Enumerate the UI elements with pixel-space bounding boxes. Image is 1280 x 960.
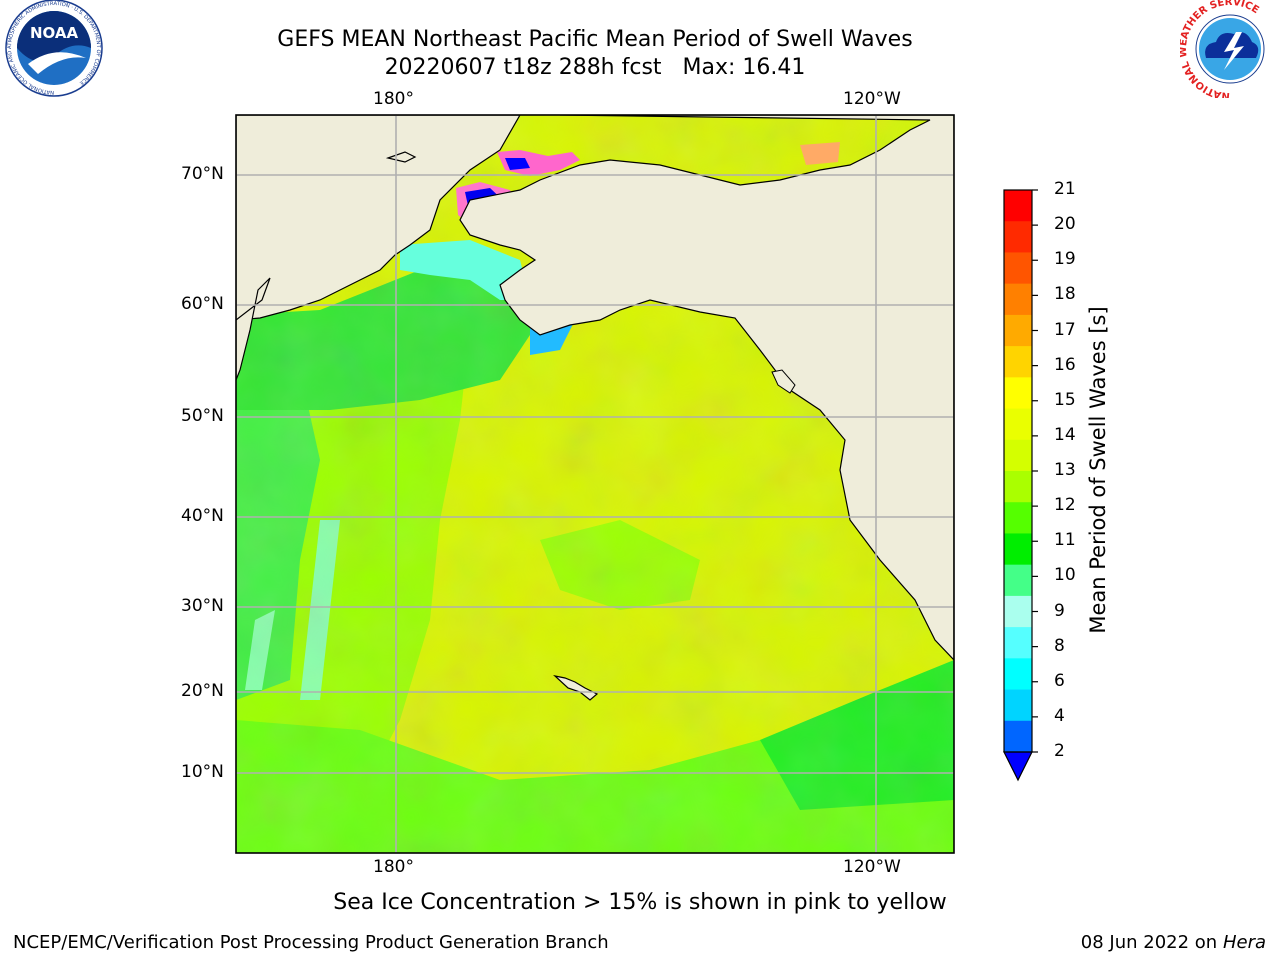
lat-label-70n: 70°N xyxy=(181,164,224,184)
colorbar-tick-label: 15 xyxy=(1054,389,1076,410)
colorbar-tick-label: 14 xyxy=(1054,424,1076,445)
colorbar-tick-label: 12 xyxy=(1054,495,1076,516)
colorbar-segment xyxy=(1004,221,1032,253)
lon-label-top-120w: 120°W xyxy=(843,89,901,109)
lat-label-50n: 50°N xyxy=(181,406,224,426)
colorbar-segment xyxy=(1004,502,1032,534)
colorbar-tick-label: 17 xyxy=(1054,319,1076,340)
colorbar-tick-label: 11 xyxy=(1054,530,1076,551)
colorbar-segment xyxy=(1004,689,1032,722)
map-frame xyxy=(235,114,955,854)
colorbar-segment xyxy=(1004,720,1032,753)
lat-label-40n: 40°N xyxy=(181,506,224,526)
colorbar-under-arrow xyxy=(1003,751,1033,782)
colorbar-segment xyxy=(1004,439,1032,472)
land-wrangel-island xyxy=(385,151,417,163)
lon-label-top-180: 180° xyxy=(373,89,414,109)
sea-ice-note: Sea Ice Concentration > 15% is shown in … xyxy=(333,890,947,915)
colorbar-tick-label: 6 xyxy=(1054,670,1065,691)
colorbar-segment xyxy=(1004,533,1032,566)
colorbar-label: Mean Period of Swell Waves [s] xyxy=(1086,306,1110,634)
lat-label-30n: 30°N xyxy=(181,596,224,616)
lon-label-bottom-180: 180° xyxy=(373,857,414,877)
nws-logo: NATIONAL WEATHER SERVICE xyxy=(1180,0,1278,98)
colorbar-tick-label: 21 xyxy=(1054,179,1076,199)
map-subtitle: 20220607 t18z 288h fcst Max: 16.41 xyxy=(0,55,1190,81)
colorbar-tick-label: 9 xyxy=(1054,600,1065,621)
colorbar-tick-label: 19 xyxy=(1054,249,1076,270)
colorbar-segment xyxy=(1004,252,1032,285)
colorbar-segment xyxy=(1004,283,1032,316)
colorbar-tick-label: 16 xyxy=(1054,354,1076,375)
max-value-label: Max: 16.41 xyxy=(682,55,806,80)
lon-label-bottom-120w: 120°W xyxy=(843,857,901,877)
colorbar-tick-label: 10 xyxy=(1054,565,1076,586)
colorbar-segment xyxy=(1004,627,1032,659)
forecast-run-label: 20220607 t18z 288h fcst xyxy=(384,55,662,80)
lat-label-20n: 20°N xyxy=(181,681,224,701)
colorbar-tick-label: 13 xyxy=(1054,460,1076,480)
colorbar-tick-label: 18 xyxy=(1054,284,1076,305)
colorbar-tick-label: 4 xyxy=(1054,705,1065,726)
footer-date: 08 Jun 2022 on Hera xyxy=(1081,932,1266,953)
colorbar-segment xyxy=(1004,377,1032,410)
lat-label-10n: 10°N xyxy=(181,762,224,782)
swell-region-bering xyxy=(400,240,530,300)
footer-organization: NCEP/EMC/Verification Post Processing Pr… xyxy=(13,932,609,953)
land-vancouver-island xyxy=(771,369,796,394)
colorbar-segment xyxy=(1004,190,1032,222)
colorbar-tick-label: 20 xyxy=(1054,214,1076,235)
map-title: GEFS MEAN Northeast Pacific Mean Period … xyxy=(277,27,913,52)
colorbar-segment xyxy=(1004,564,1032,597)
colorbar-segment xyxy=(1004,595,1032,628)
land-north-america xyxy=(459,115,954,661)
colorbar-tick-label: 8 xyxy=(1054,635,1065,656)
noaa-logo: NATIONAL OCEANIC AND ATMOSPHERIC ADMINIS… xyxy=(5,0,103,97)
map-gridlines xyxy=(236,115,954,853)
land-asia xyxy=(236,115,521,321)
noaa-logo-text: NOAA xyxy=(30,24,79,42)
colorbar-segment xyxy=(1004,471,1032,503)
colorbar xyxy=(1003,189,1038,782)
footer-date-text: 08 Jun 2022 on xyxy=(1080,932,1218,953)
land-hawaii xyxy=(553,674,599,701)
lat-label-60n: 60°N xyxy=(181,294,224,314)
footer-host: Hera xyxy=(1222,932,1266,953)
colorbar-segment xyxy=(1004,658,1032,691)
colorbar-segment xyxy=(1004,408,1032,441)
colorbar-segment xyxy=(1004,314,1032,347)
colorbar-segment xyxy=(1004,346,1032,378)
colorbar-tick-label: 2 xyxy=(1054,741,1065,761)
